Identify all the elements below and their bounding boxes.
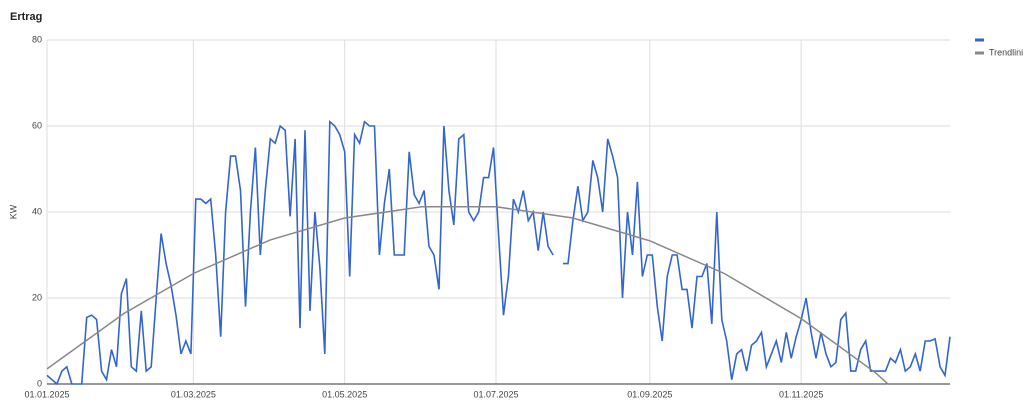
y-axis-label: KW (8, 204, 18, 219)
x-tick-label: 01.11.2025 (779, 389, 823, 399)
y-tick-label: 80 (32, 34, 42, 44)
x-tick-label: 01.05.2025 (322, 389, 367, 399)
chart-title: Ertrag (10, 11, 42, 23)
y-tick-label: 20 (32, 292, 42, 302)
x-tick-label: 01.09.2025 (627, 389, 672, 399)
data-line (46, 119, 554, 386)
x-tick-label: 01.01.2025 (24, 389, 69, 399)
x-tick-label: 01.07.2025 (473, 389, 518, 399)
y-tick-label: 0 (37, 378, 42, 388)
trend-line (46, 206, 889, 385)
y-tick-label: 60 (32, 120, 42, 130)
legend-label: Trendlini (989, 47, 1023, 57)
data-line (563, 138, 951, 380)
y-tick-label: 40 (32, 206, 42, 216)
x-tick-label: 01.03.2025 (171, 389, 216, 399)
